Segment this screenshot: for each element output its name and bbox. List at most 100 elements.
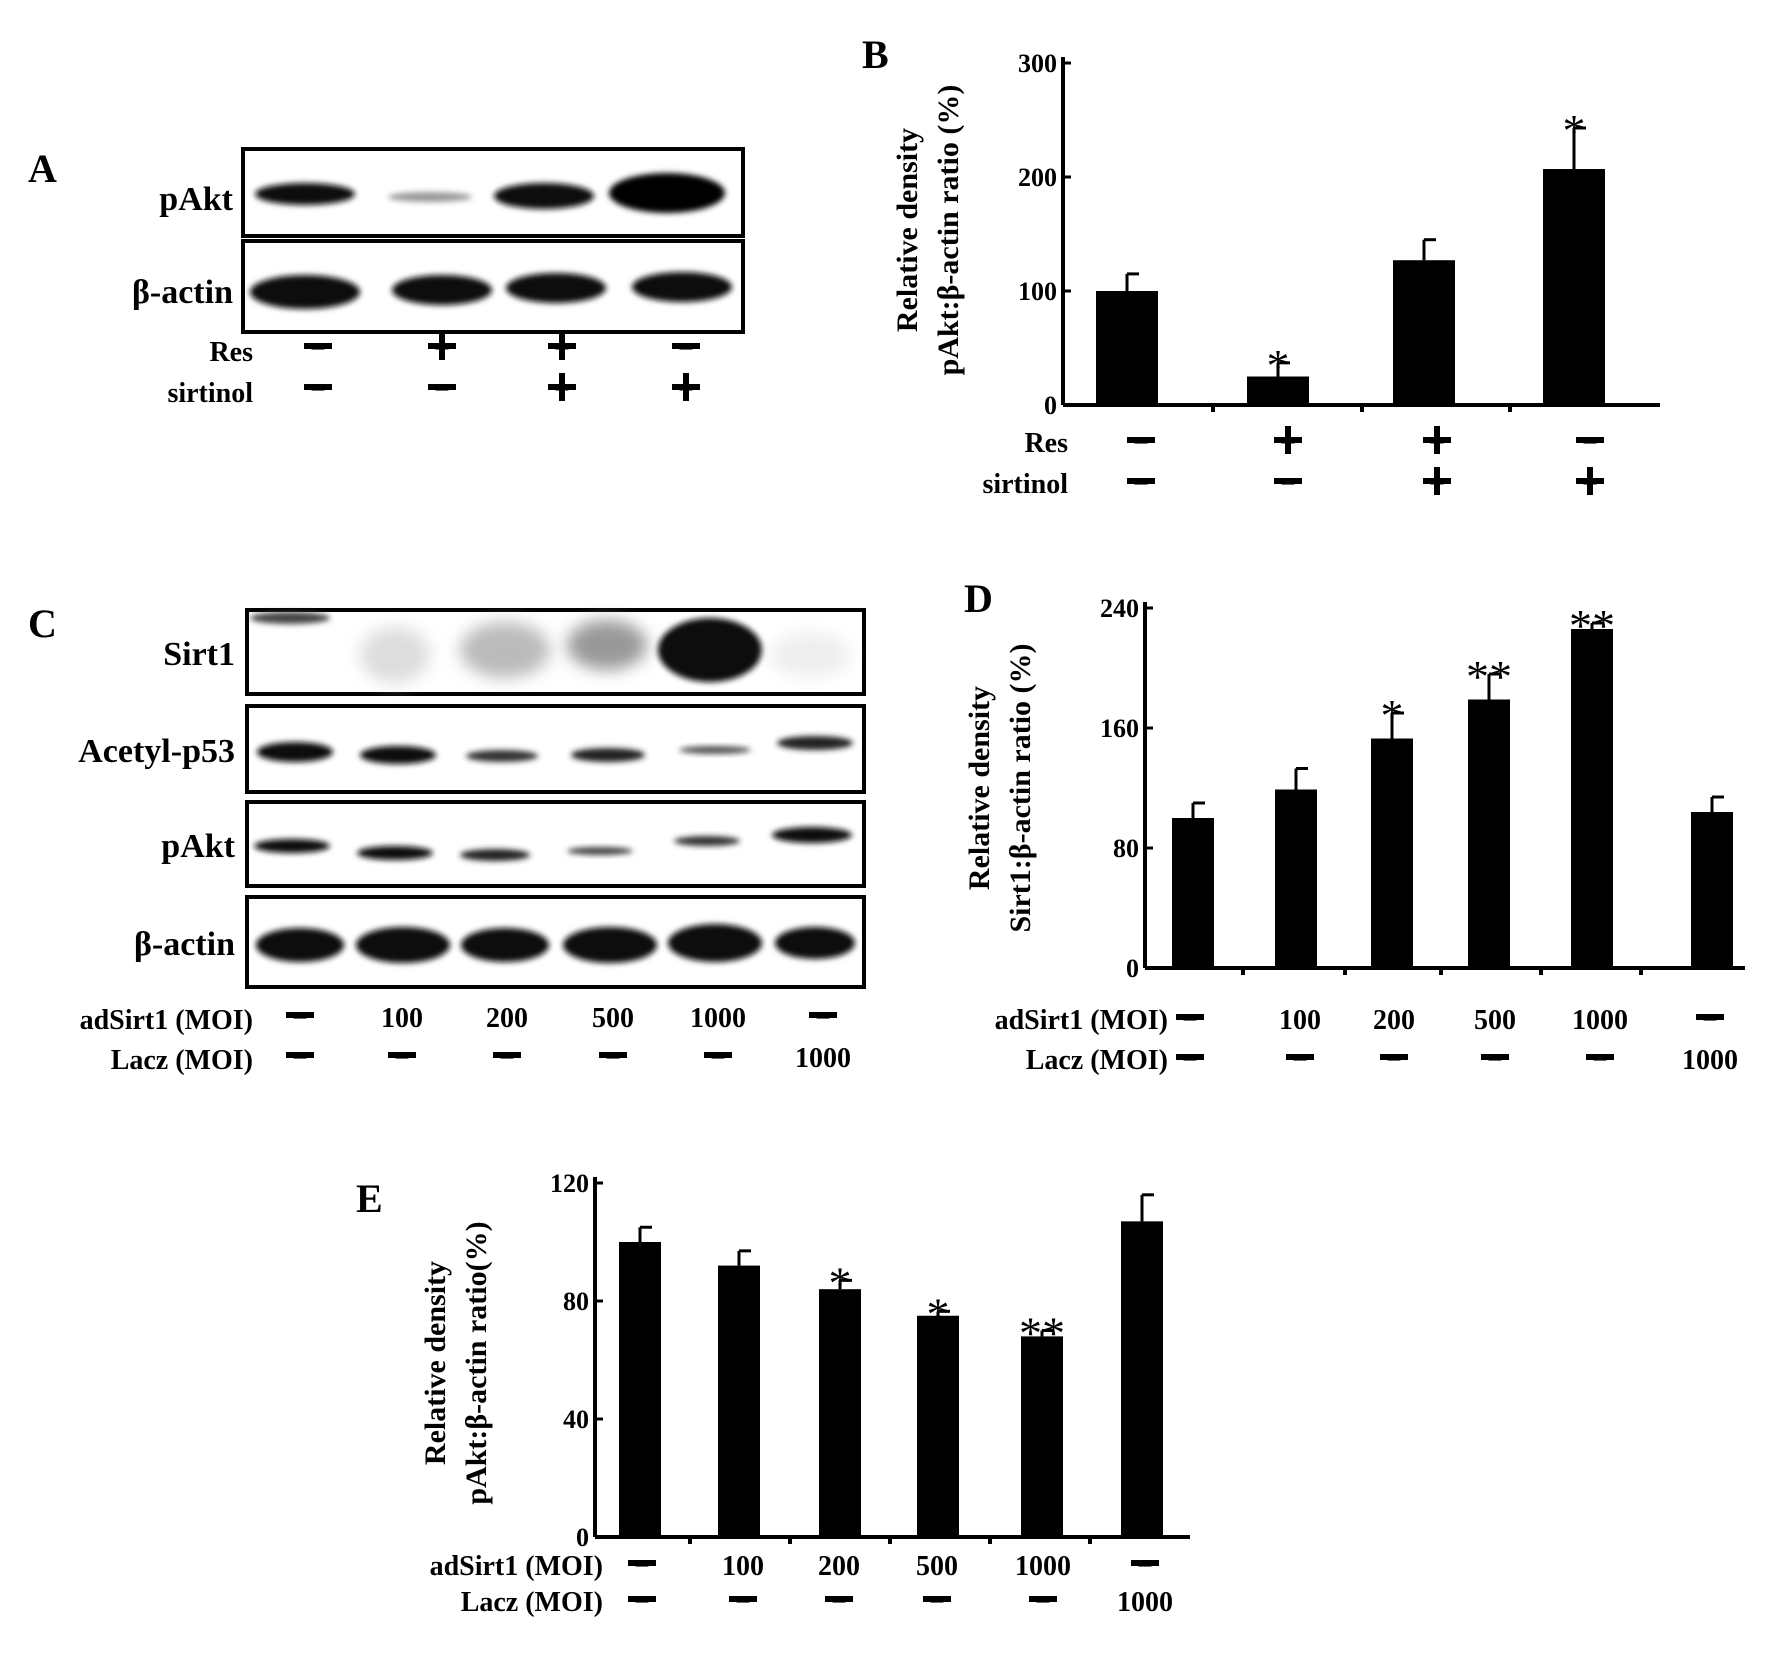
cond-c-0-0-dash: − <box>292 1003 308 1034</box>
cond-0-0-dash: − <box>1133 428 1149 459</box>
y-tick-label-2: 200 <box>1018 163 1057 192</box>
cond-a-0-0-dash: − <box>310 334 326 365</box>
significance-3: * <box>927 1288 950 1339</box>
y-axis-title-1: pAkt:β-actin ratio(%) <box>460 1221 493 1504</box>
cond-a-0-3-dash-mark <box>672 343 700 349</box>
cond-0-0-dash-mark <box>1127 437 1155 443</box>
bar-3 <box>1543 169 1605 405</box>
cond-1-4-dash: − <box>1592 1045 1608 1076</box>
cond-0-5-dash-mark <box>1696 1014 1724 1020</box>
cond-1-2-dash-mark <box>1380 1054 1408 1060</box>
band <box>460 622 550 678</box>
band <box>360 746 436 764</box>
significance-3: * <box>1563 105 1586 156</box>
band <box>506 273 606 303</box>
panel-letter-b: B <box>862 32 889 77</box>
cond-0-1-value: 100 <box>722 1551 764 1582</box>
cond-1-4-dash-mark <box>1586 1054 1614 1060</box>
cond-label-1: Lacz (MOI) <box>1026 1045 1168 1076</box>
chart-e: 0 40 80 120 Relative density pAkt:β-actin rat… <box>419 1169 1190 1618</box>
band <box>357 846 433 860</box>
cond-0-4-value: 1000 <box>1015 1551 1071 1582</box>
band <box>494 183 594 209</box>
band <box>250 275 360 309</box>
cond-1-1-dash-mark <box>1274 478 1302 484</box>
band <box>770 633 850 677</box>
bar-3 <box>917 1315 959 1537</box>
cond-c-1-5-value: 1000 <box>795 1043 851 1074</box>
cond-1-3-dash-mark <box>923 1596 951 1602</box>
cond-1-1-dash: − <box>1292 1045 1308 1076</box>
bar-2 <box>1393 260 1455 405</box>
blot-c-strip-pakt <box>245 800 866 888</box>
cond-a-0-1-plus-v <box>439 332 445 360</box>
band <box>674 836 740 846</box>
cond-1-1-dash: − <box>735 1587 751 1618</box>
band <box>356 927 450 963</box>
cond-label-a-sirtinol: sirtinol <box>167 378 253 409</box>
y-tick-label-0: 0 <box>1126 954 1139 983</box>
blot-label-a-1: β-actin <box>132 274 233 311</box>
cond-c-0-3-value: 500 <box>592 1003 634 1034</box>
bar-3 <box>1468 699 1510 968</box>
cond-a-0-2-plus-v <box>559 332 565 360</box>
cond-label-0: adSirt1 (MOI) <box>995 1005 1168 1036</box>
cond-1-4-dash-mark <box>1029 1596 1057 1602</box>
band <box>460 849 530 861</box>
cond-0-5-dash-mark <box>1131 1560 1159 1566</box>
y-tick-label-0: 0 <box>1044 391 1057 420</box>
y-tick-label-2: 160 <box>1100 714 1139 743</box>
cond-a-1-2-plus-v <box>559 373 565 401</box>
cond-label-1: sirtinol <box>982 469 1068 500</box>
cond-1-3-plus-v <box>1587 467 1593 495</box>
cond-1-2-plus-v <box>1434 467 1440 495</box>
cond-c-0-5-dash-mark <box>809 1012 837 1018</box>
cond-c-1-2-dash: − <box>499 1043 515 1074</box>
blot-label-c-1: Acetyl-p53 <box>78 733 235 770</box>
blot-label-c-0: Sirt1 <box>163 636 235 673</box>
panel-letter-a: A <box>28 146 57 191</box>
y-axis-title-1: pAkt:β-actin ratio (%) <box>932 85 965 376</box>
cond-c-1-0-dash: − <box>292 1043 308 1074</box>
blot-label-c-2: pAkt <box>161 828 235 865</box>
cond-0-2-plus-v <box>1434 426 1440 454</box>
cond-0-0-dash: − <box>634 1551 650 1582</box>
cond-0-3-value: 500 <box>916 1551 958 1582</box>
y-tick-label-3: 240 <box>1100 594 1139 623</box>
band <box>772 827 852 843</box>
cond-1-3-dash-mark <box>1481 1054 1509 1060</box>
band <box>679 746 751 754</box>
y-tick-label-3: 120 <box>550 1169 589 1198</box>
cond-a-1-1-dash: − <box>434 375 450 406</box>
blot-a <box>241 147 745 334</box>
significance-1: * <box>1267 340 1290 391</box>
y-axis-title-0: Relative density <box>419 1261 452 1465</box>
cond-1-2-dash-mark <box>825 1596 853 1602</box>
y-axis-title-0: Relative density <box>963 686 996 890</box>
cond-1-3-dash: − <box>929 1587 945 1618</box>
cond-label-a-res: Res <box>209 337 253 368</box>
cond-1-0-dash: − <box>1133 469 1149 500</box>
cond-0-3-dash-mark <box>1576 437 1604 443</box>
blot-label-c-3: β-actin <box>134 926 235 963</box>
cond-c-1-1-dash: − <box>394 1043 410 1074</box>
cond-a-0-0-dash-mark <box>304 343 332 349</box>
cond-1-0-dash-mark <box>1176 1054 1204 1060</box>
cond-1-0-dash: − <box>634 1587 650 1618</box>
cond-1-1-dash-mark <box>1286 1054 1314 1060</box>
cond-1-5-value: 1000 <box>1682 1045 1738 1076</box>
band <box>777 736 853 750</box>
bar-0 <box>1096 291 1158 405</box>
cond-c-0-1-value: 100 <box>381 1003 423 1034</box>
bar-1 <box>1247 376 1309 405</box>
cond-a-1-1-dash-mark <box>428 384 456 390</box>
cond-c-1-3-dash-mark <box>599 1052 627 1058</box>
band <box>668 924 762 962</box>
cond-1-1-dash-mark <box>729 1596 757 1602</box>
cond-0-3-dash: − <box>1582 428 1598 459</box>
bar-4 <box>1021 1336 1063 1537</box>
y-tick-label-1: 80 <box>1113 834 1139 863</box>
bar-2 <box>1371 738 1413 968</box>
y-axis-title-0: Relative density <box>891 128 924 332</box>
y-tick-label-0: 0 <box>576 1523 589 1552</box>
